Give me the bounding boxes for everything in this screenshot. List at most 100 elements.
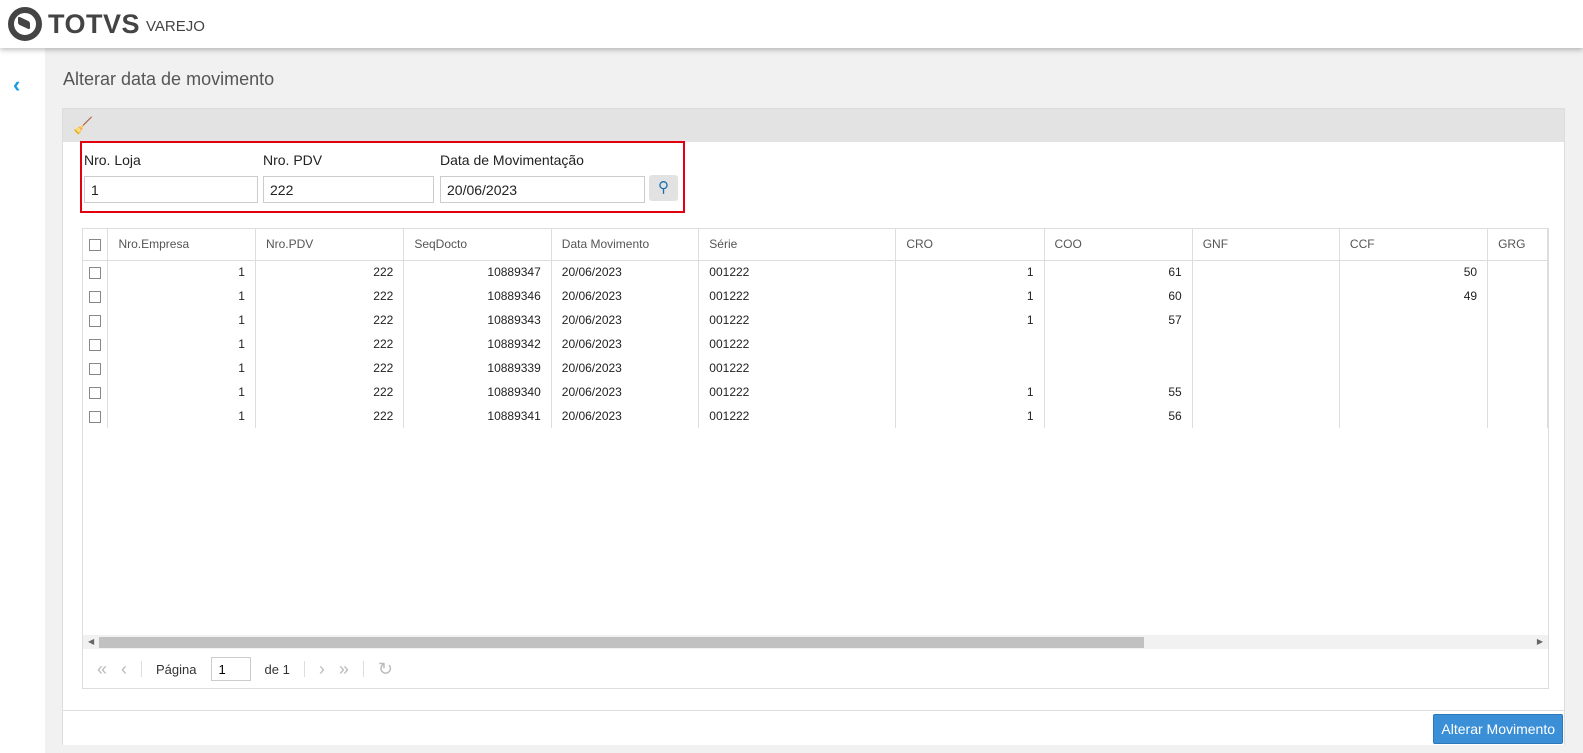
cell: 001222: [698, 356, 897, 380]
column-header[interactable]: Série: [698, 229, 897, 261]
cell: 20/06/2023: [551, 284, 700, 308]
pager: « ‹ Página de 1 › » ↻: [83, 649, 1548, 688]
prev-page-icon[interactable]: ‹: [121, 658, 128, 679]
cell: 001222: [698, 380, 897, 404]
cell: 20/06/2023: [551, 404, 700, 428]
table-row[interactable]: 1 222 10889347 20/06/2023 001222 1 61 50: [83, 260, 1548, 284]
cell: [1192, 260, 1340, 284]
refresh-icon[interactable]: ↻: [377, 658, 393, 679]
cell: [1487, 260, 1548, 284]
cell: 001222: [698, 404, 897, 428]
cell: 222: [255, 404, 405, 428]
cell: [1192, 404, 1340, 428]
cell: 1: [895, 308, 1045, 332]
cell: 222: [255, 356, 405, 380]
data-label: Data de Movimentação: [440, 152, 584, 168]
page-title: Alterar data de movimento: [63, 69, 275, 89]
totvs-logo-icon: [8, 7, 42, 41]
select-all-checkbox[interactable]: [83, 229, 109, 261]
row-checkbox[interactable]: [89, 410, 101, 423]
cell: 20/06/2023: [551, 380, 700, 404]
cell: 60: [1044, 284, 1193, 308]
cell: 10889342: [403, 332, 552, 356]
cell: [1339, 332, 1489, 356]
table-row[interactable]: 1 222 10889343 20/06/2023 001222 1 57: [83, 308, 1548, 332]
cell: [895, 332, 1045, 356]
page-input[interactable]: [210, 657, 251, 681]
cell: [1192, 332, 1340, 356]
column-header[interactable]: Nro.Empresa: [107, 229, 256, 261]
cell: 10889347: [403, 260, 552, 284]
cell: 001222: [698, 308, 897, 332]
cell: 20/06/2023: [551, 332, 700, 356]
row-checkbox[interactable]: [89, 386, 101, 399]
scrollbar-thumb[interactable]: [99, 637, 1144, 648]
page-count: de 1: [264, 661, 290, 677]
column-header[interactable]: COO: [1044, 229, 1193, 261]
table-row[interactable]: 1 222 10889340 20/06/2023 001222 1 55: [83, 380, 1548, 404]
cell: 20/06/2023: [551, 260, 700, 284]
cell: 222: [255, 308, 405, 332]
table-row[interactable]: 1 222 10889341 20/06/2023 001222 1 56: [83, 404, 1548, 428]
cell: [1487, 356, 1548, 380]
cell: 1: [107, 284, 256, 308]
cell: 50: [1339, 260, 1489, 284]
loja-input[interactable]: [84, 176, 258, 203]
cell: 1: [107, 308, 256, 332]
row-checkbox[interactable]: [89, 290, 101, 303]
pdv-input[interactable]: [263, 176, 434, 203]
product: VAREJO: [146, 17, 205, 35]
cell: 1: [107, 260, 256, 284]
row-checkbox[interactable]: [89, 338, 101, 351]
cell: 222: [255, 332, 405, 356]
cell: 10889340: [403, 380, 552, 404]
next-page-icon[interactable]: ›: [318, 658, 325, 679]
cell: 20/06/2023: [551, 356, 700, 380]
cell: 49: [1339, 284, 1489, 308]
cell: 1: [895, 404, 1045, 428]
cell: [1487, 308, 1548, 332]
cell: 222: [255, 260, 405, 284]
column-header[interactable]: SeqDocto: [403, 229, 552, 261]
cell: 20/06/2023: [551, 308, 700, 332]
app-header: TOTVS VAREJO: [0, 0, 1583, 48]
page-label: Página: [156, 661, 197, 677]
sidebar: [0, 48, 45, 753]
last-page-icon[interactable]: »: [338, 658, 349, 679]
cell: [1339, 380, 1489, 404]
footer-bar: Alterar Movimento: [63, 710, 1564, 745]
row-checkbox[interactable]: [89, 362, 101, 375]
column-header[interactable]: CRO: [895, 229, 1045, 261]
cell: [895, 356, 1045, 380]
cell: 001222: [698, 260, 897, 284]
column-header[interactable]: GNF: [1192, 229, 1340, 261]
cell: [1487, 284, 1548, 308]
alterar-movimento-button[interactable]: Alterar Movimento: [1433, 714, 1563, 744]
cell: 222: [255, 284, 405, 308]
search-button[interactable]: ⚲: [649, 175, 678, 201]
back-chevron-icon[interactable]: ‹: [13, 72, 21, 97]
cell: 001222: [698, 332, 897, 356]
loja-label: Nro. Loja: [84, 152, 141, 168]
scroll-right-icon[interactable]: ▶: [1536, 637, 1543, 646]
cell: 1: [107, 332, 256, 356]
horizontal-scrollbar[interactable]: ◀ ▶: [83, 635, 1548, 649]
cell: 57: [1044, 308, 1193, 332]
column-header[interactable]: Nro.PDV: [255, 229, 405, 261]
cell: [1487, 332, 1548, 356]
table-row[interactable]: 1 222 10889339 20/06/2023 001222: [83, 356, 1548, 380]
row-checkbox[interactable]: [89, 267, 101, 280]
column-header[interactable]: Data Movimento: [551, 229, 700, 261]
data-input[interactable]: [440, 176, 645, 203]
table-row[interactable]: 1 222 10889342 20/06/2023 001222: [83, 332, 1548, 356]
column-header[interactable]: GRG: [1487, 229, 1548, 261]
table-row[interactable]: 1 222 10889346 20/06/2023 001222 1 60 49: [83, 284, 1548, 308]
scroll-left-icon[interactable]: ◀: [88, 637, 95, 646]
clear-broom-icon[interactable]: 🧹: [73, 118, 93, 135]
first-page-icon[interactable]: «: [97, 658, 108, 679]
pdv-label: Nro. PDV: [263, 152, 323, 168]
column-header[interactable]: CCF: [1339, 229, 1489, 261]
cell: 1: [895, 380, 1045, 404]
row-checkbox[interactable]: [89, 314, 101, 327]
toolbar: 🧹: [63, 109, 1564, 142]
